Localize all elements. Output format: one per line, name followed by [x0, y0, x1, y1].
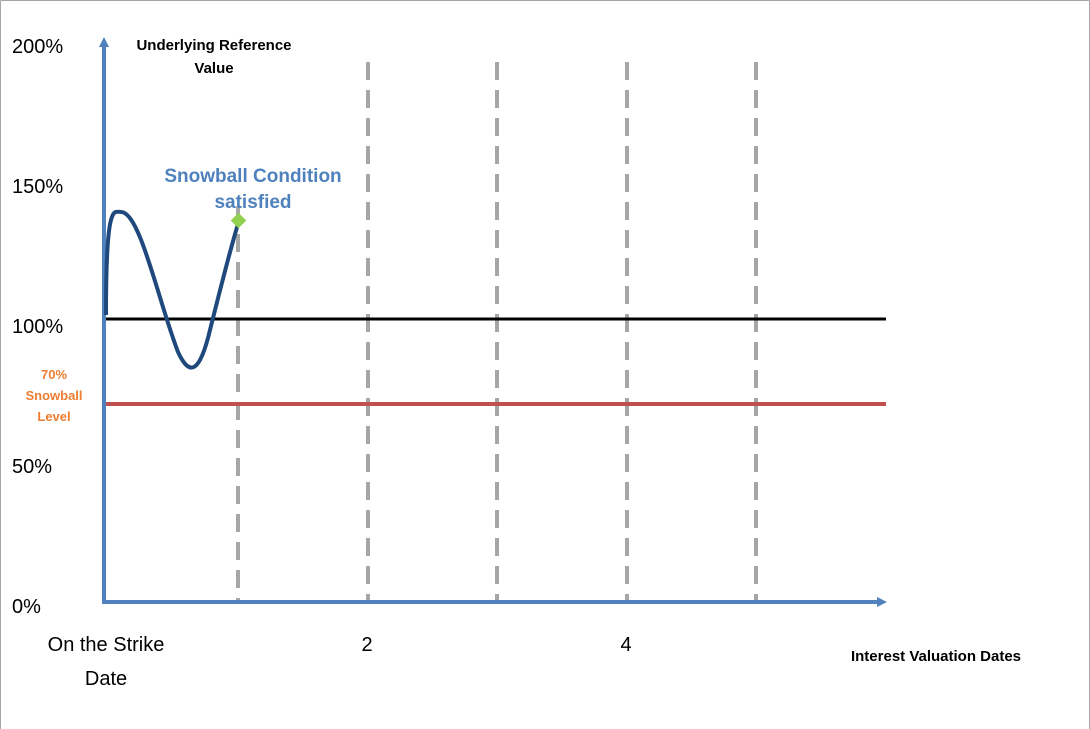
snowball-level-label-line3: Level: [37, 409, 70, 424]
valuation-date-lines: [236, 62, 758, 604]
y-tick-label: 150%: [12, 176, 63, 198]
snowball-condition-marker: [230, 212, 247, 229]
x-axis-title: Interest Valuation Dates: [851, 648, 1021, 665]
x-tick-label-2: 2: [361, 634, 372, 656]
x-tick-label-4: 4: [620, 634, 631, 656]
y-tick-label: 200%: [12, 36, 63, 58]
snowball-condition-label-line2: satisfied: [214, 192, 291, 213]
y-axis-title-line1: Underlying Reference: [136, 37, 291, 54]
x-start-label-line2: Date: [85, 668, 127, 690]
snowball-level-label-line1: 70%: [41, 367, 67, 382]
y-tick-label: 0%: [12, 596, 41, 618]
y-axis-title-line2: Value: [194, 60, 233, 77]
x-start-label-line1: On the Strike: [48, 634, 165, 656]
snowball-condition-label-line1: Snowball Condition: [164, 166, 341, 187]
snowball-level-label-line2: Snowball: [25, 388, 82, 403]
underlying-path-curve: [104, 209, 240, 370]
y-tick-label: 100%: [12, 316, 63, 338]
y-tick-label: 50%: [12, 456, 52, 478]
